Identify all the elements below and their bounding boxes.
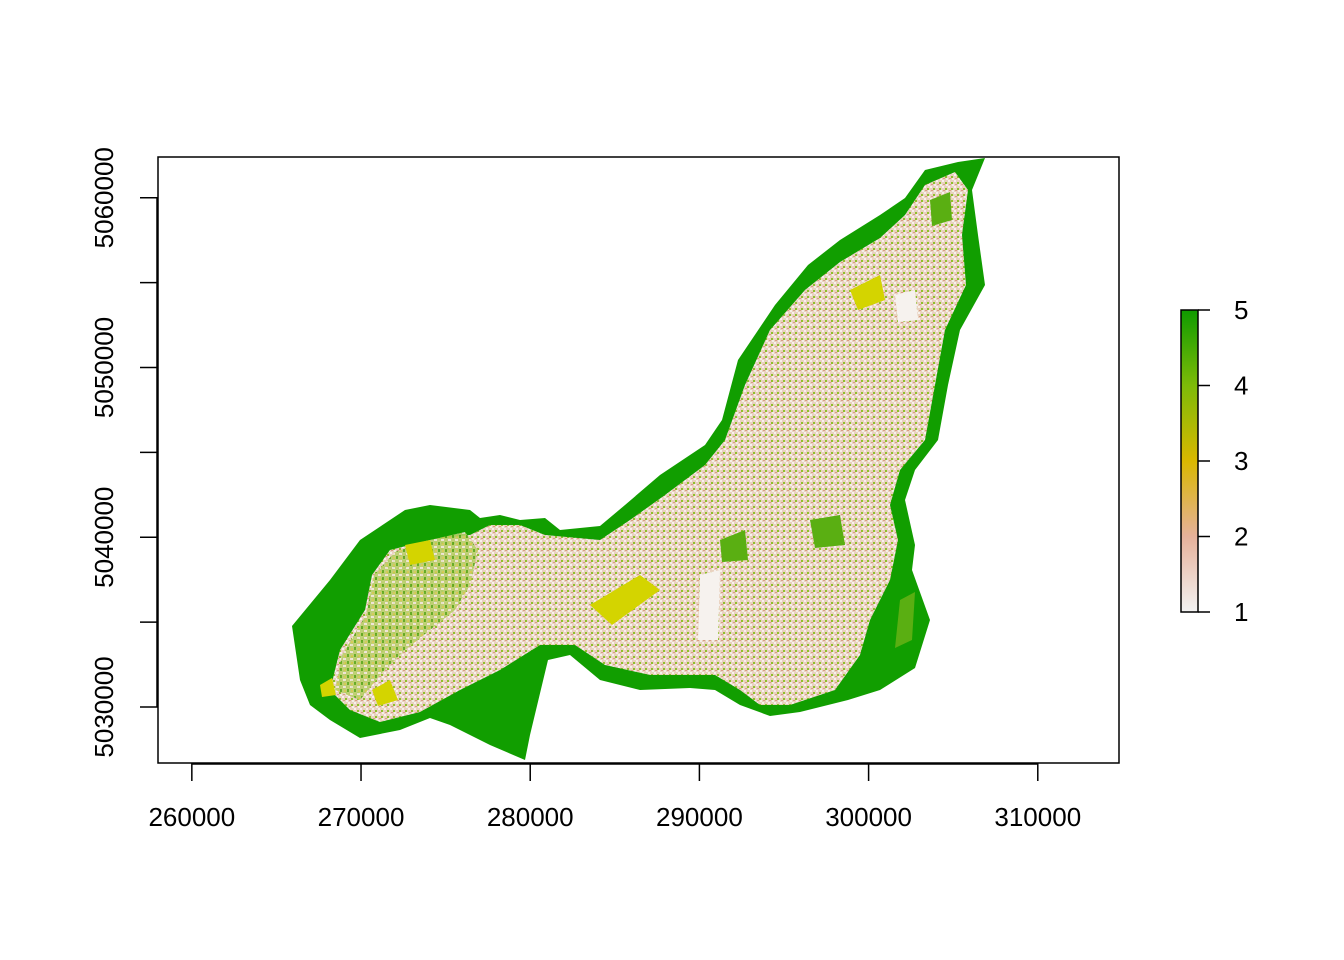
y-tick-label: 5050000: [89, 317, 119, 418]
x-tick-label: 280000: [487, 802, 574, 832]
x-tick-label: 270000: [318, 802, 405, 832]
y-tick-label: 5040000: [89, 487, 119, 588]
legend-colorbar: [1180, 309, 1199, 613]
legend-tick-label: 2: [1234, 522, 1248, 552]
class-3-patches: [320, 275, 885, 706]
class-4-patches: [720, 192, 952, 648]
legend-tick-label: 3: [1234, 446, 1248, 476]
plot-frame: [157, 156, 1120, 764]
legend: 1 2 3 4 5: [1180, 295, 1248, 627]
land-mixed-west: [335, 532, 478, 700]
x-axis: 260000 270000 280000 290000 300000 310000: [148, 763, 1081, 832]
legend-tick-label: 1: [1234, 597, 1248, 627]
land-urban: [330, 172, 968, 722]
legend-tick-label: 5: [1234, 295, 1248, 325]
y-axis: 5030000 5040000 5050000 5060000: [89, 147, 158, 758]
raster-map: [292, 158, 985, 760]
x-tick-label: 260000: [148, 802, 235, 832]
x-tick-label: 290000: [656, 802, 743, 832]
class-1-patches: [698, 290, 918, 640]
y-tick-label: 5030000: [89, 656, 119, 757]
x-tick-label: 300000: [825, 802, 912, 832]
y-tick-label: 5060000: [89, 147, 119, 248]
legend-tick-label: 4: [1234, 371, 1248, 401]
x-tick-label: 310000: [994, 802, 1081, 832]
